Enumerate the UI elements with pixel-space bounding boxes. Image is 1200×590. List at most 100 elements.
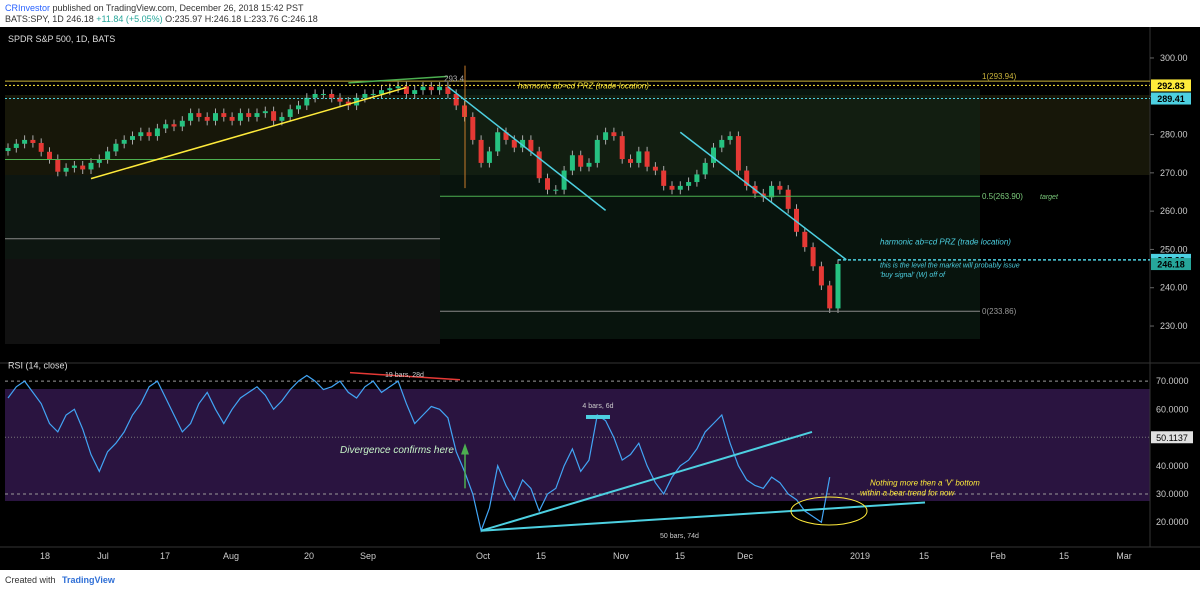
candle-body [719,139,725,148]
candle-body [130,136,135,140]
time-tick-label: 15 [919,551,929,561]
candle-body [204,116,210,121]
price-tick-label: 270.00 [1160,168,1188,178]
fib-zone-middle [5,175,440,259]
candle-body [553,189,559,191]
price-pane-title: SPDR S&P 500, 1D, BATS [8,34,115,44]
v-bottom-note-1: Nothing more then a 'V' bottom [870,479,980,488]
target-label: target [1040,194,1059,201]
candle-body [636,151,642,163]
rsi-divergence-line [349,371,461,381]
symbol-label: BATS:SPY, 1D [5,14,64,24]
candle-body [113,143,119,152]
price-tick-label: 300.00 [1160,53,1188,63]
time-tick-label: 18 [40,551,50,561]
candle-body [5,147,11,152]
candle-body [138,132,144,137]
candle-body [105,151,111,160]
candle-body [520,139,526,148]
candle-body [38,142,44,152]
candle-body [652,166,658,171]
rsi-bars-label-2: 4 bars, 6d [582,403,613,410]
rsi-trend-line-2 [481,501,926,532]
candle-body [802,231,808,248]
price-label-text: 246.18 [1157,260,1185,270]
candle-body [619,136,625,160]
price-tick-label: 280.00 [1160,130,1188,140]
time-tick-label: Nov [613,551,630,561]
chart-header: CRInvestor published on TradingView.com,… [0,0,1200,26]
candle-body [711,147,716,163]
created-with-text: Created with [5,575,56,585]
channel-line-1 [447,86,607,211]
candle-body [727,136,733,140]
tradingview-logo[interactable]: TradingView [62,575,115,585]
prz-label-bottom: harmonic ab=cd PRZ (trade location) [880,237,1011,246]
time-tick-label: 15 [1059,551,1069,561]
candle-body [420,86,426,91]
candle-body [827,285,833,309]
fib-projection-zone [440,89,980,339]
candle-body [246,113,252,117]
candle-body [511,139,517,148]
candle-body [254,113,260,117]
candle-body [586,162,592,167]
candle-body [744,170,750,186]
candle-body [387,88,393,91]
chart-svg[interactable]: 19 bars, 28d 4 bars, 6d 50 bars, 74d Diverg… [0,27,1200,570]
candle-body [437,86,443,91]
candle-body [503,132,509,140]
time-tick-label: Feb [990,551,1006,561]
candle-body [594,139,600,163]
candle-body [785,189,791,209]
candle-body [13,143,19,148]
time-tick-label: 20 [304,551,314,561]
candle-body [262,111,268,114]
candle-body [96,159,102,163]
candle-body [412,90,418,94]
ohlc-info: BATS:SPY, 1D 246.18 +11.84 (+5.05%) O:23… [5,14,318,24]
candle-body [47,151,52,160]
rsi-tick-label: 30.0000 [1156,489,1189,499]
candle-body [528,139,534,152]
fib-05-label: 0.5(263.90) [982,192,1023,201]
candle-body [320,93,326,95]
rsi-tick-label: 70.0000 [1156,376,1189,386]
candle-body [71,165,77,168]
candle-body [818,266,824,286]
candle-body [171,124,177,127]
candle-body [22,139,28,144]
candle-body [677,185,683,190]
price-label-text: 289.41 [1157,94,1185,104]
candle-body [735,136,741,171]
ohlc-values: O:235.97 H:246.18 L:233.76 C:246.18 [165,14,318,24]
drawings-layer [5,65,1150,312]
rsi-bars-label-3: 50 bars, 74d [660,533,699,540]
candle-body [163,124,169,129]
candle-body [88,162,94,170]
time-tick-label: Jul [97,551,109,561]
candle-body [237,113,243,121]
price-tick-label: 250.00 [1160,244,1188,254]
author-link[interactable]: CRInvestor [5,3,51,13]
time-tick-label: Oct [476,551,491,561]
price-tick-label: 230.00 [1160,321,1188,331]
candle-body [835,263,841,309]
time-tick-label: Aug [223,551,239,561]
price-tick-label: 240.00 [1160,283,1188,293]
time-tick-label: Sep [360,551,376,561]
candle-body [221,113,227,117]
prz-label-top: harmonic ab=cd PRZ (trade location) [518,81,649,90]
candle-body [80,165,86,170]
rsi-trend-line-1 [480,430,813,532]
buy-signal-note-1: this is the level the market will probab… [880,262,1020,269]
candle-body [536,151,542,179]
chart-area[interactable]: 19 bars, 28d 4 bars, 6d 50 bars, 74d Diverg… [0,27,1200,570]
candle-body [188,113,194,121]
candle-body [370,93,376,95]
rsi-tick-label: 60.0000 [1156,404,1189,414]
candle-body [661,170,667,186]
candle-body [495,132,501,152]
fib-0-label: 0(233.86) [982,307,1017,316]
candle-body [578,155,584,167]
